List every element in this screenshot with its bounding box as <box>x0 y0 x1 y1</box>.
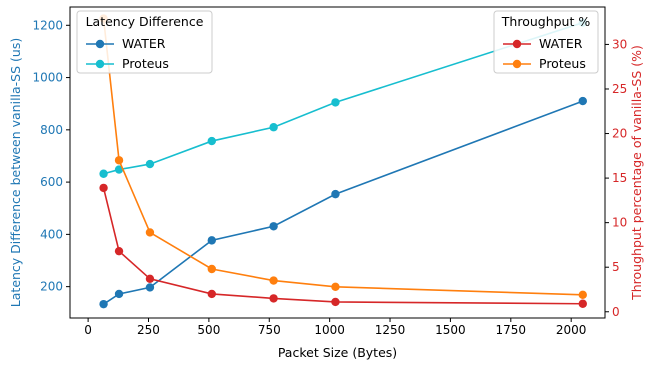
throughput-proteus-point <box>145 228 155 237</box>
latency-water-line <box>103 100 584 305</box>
throughput-water-point <box>331 297 340 307</box>
legend-entry-label: WATER <box>122 36 166 51</box>
plot-frame <box>69 6 606 319</box>
legend-swatch-marker <box>95 39 105 49</box>
x-tick-label: 750 <box>258 323 281 337</box>
x-tick-label: 2000 <box>556 323 587 337</box>
right-y-tick-label: 0 <box>612 305 620 319</box>
latency-water-point <box>331 189 340 199</box>
throughput-proteus-point <box>114 156 124 165</box>
throughput-proteus-point <box>269 276 278 285</box>
latency-proteus-point <box>99 169 108 178</box>
latency-water-point <box>114 289 124 299</box>
throughput-water-point <box>207 289 216 299</box>
x-axis-label: Packet Size (Bytes) <box>278 345 397 360</box>
x-tick-label: 1750 <box>496 323 527 337</box>
latency-legend-title: Latency Difference <box>86 14 204 29</box>
latency-water-point <box>269 222 278 231</box>
left-y-tick-label: 600 <box>40 175 63 189</box>
throughput-proteus-point <box>578 290 587 300</box>
left-y-tick-label: 1200 <box>32 18 63 32</box>
x-tick-label: 1500 <box>435 323 466 337</box>
latency-proteus-point <box>269 123 278 132</box>
left-y-tick-label: 200 <box>40 280 63 294</box>
latency-water-point <box>207 236 216 245</box>
throughput-legend-title: Throughput % <box>501 14 591 29</box>
throughput-legend-box <box>493 10 599 74</box>
left-y-tick-label: 1000 <box>32 71 63 85</box>
throughput-proteus-point <box>207 264 216 274</box>
left-y-tick-label: 400 <box>40 227 63 241</box>
right-y-tick-label: 15 <box>612 171 627 185</box>
x-tick-label: 0 <box>84 323 92 337</box>
left-y-axis-label: Latency Difference between vanilla-SS (u… <box>8 38 23 307</box>
legend-entry-label: WATER <box>539 36 583 51</box>
right-y-tick-label: 5 <box>612 260 620 274</box>
legend-entry-label: Proteus <box>539 56 586 71</box>
x-tick-label: 1000 <box>314 323 345 337</box>
right-y-tick-label: 30 <box>612 37 627 51</box>
right-y-axis-label: Throughput percentage of vanilla-SS (%) <box>629 45 644 301</box>
throughput-water-point <box>145 274 155 283</box>
throughput-proteus-point <box>331 282 340 292</box>
latency-legend: Latency Difference WATER Proteus <box>76 10 213 74</box>
throughput-water-point <box>99 183 108 193</box>
x-tick-label: 500 <box>197 323 220 337</box>
throughput-water-point <box>578 299 587 308</box>
latency-proteus-point <box>114 165 124 174</box>
right-y-tick-label: 25 <box>612 82 627 96</box>
latency-water-point <box>578 96 587 106</box>
x-tick-label: 1250 <box>375 323 406 337</box>
right-y-tick-label: 20 <box>612 127 627 141</box>
legend-swatch-marker <box>95 59 105 69</box>
legend-entry-label: Proteus <box>122 56 169 71</box>
x-tick-label: 250 <box>137 323 160 337</box>
latency-proteus-point <box>145 159 155 169</box>
legend-swatch-marker <box>512 59 522 69</box>
throughput-water-point <box>114 246 124 256</box>
latency-water-point <box>99 299 108 309</box>
throughput-legend: Throughput % WATER Proteus <box>493 10 599 74</box>
left-y-tick-label: 800 <box>40 123 63 137</box>
legend-swatch-marker <box>512 39 522 49</box>
throughput-water-point <box>269 294 278 303</box>
latency-proteus-point <box>331 98 340 107</box>
right-y-tick-label: 10 <box>612 216 627 230</box>
latency-water-point <box>145 283 155 292</box>
latency-proteus-point <box>207 136 216 146</box>
latency-legend-box <box>76 10 213 74</box>
